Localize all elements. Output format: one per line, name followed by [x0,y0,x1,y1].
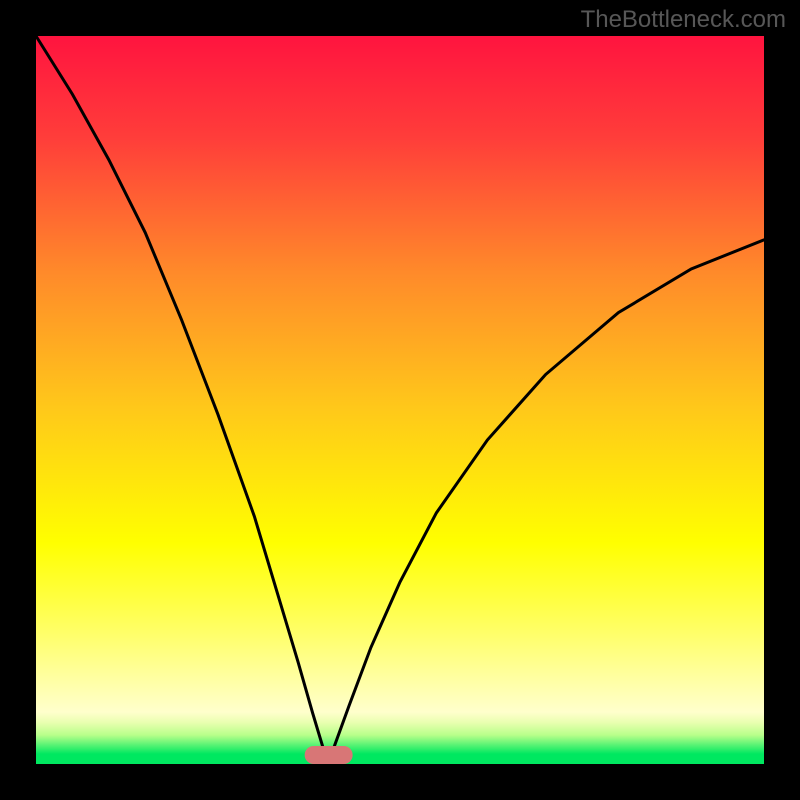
green-baseline-strip [36,754,764,764]
bottom-gradient-band [36,712,764,754]
watermark-text: TheBottleneck.com [581,6,786,34]
optimal-point-marker [305,746,353,764]
bottleneck-chart-svg [0,0,800,800]
chart-root: TheBottleneck.com [0,0,800,800]
plot-background [36,36,764,712]
